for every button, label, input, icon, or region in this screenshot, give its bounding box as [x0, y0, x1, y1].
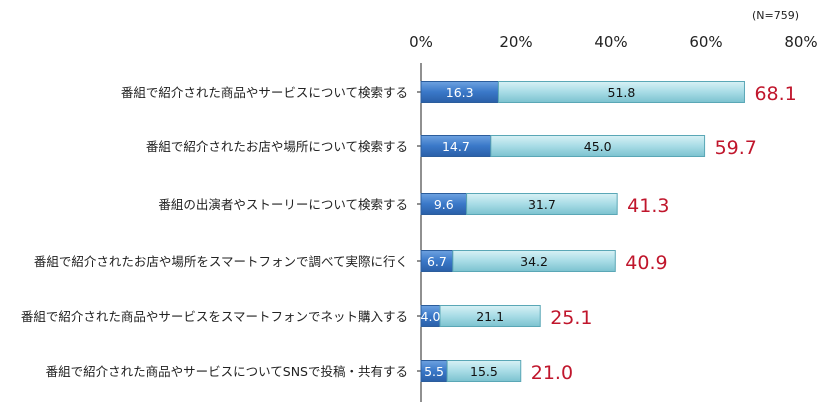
x-tick-label: 20%: [499, 33, 532, 51]
bar-total-label: 68.1: [754, 83, 796, 105]
bar-value-label: 6.7: [427, 254, 447, 269]
bar-total-label: 40.9: [625, 252, 667, 274]
bar-value-label: 16.3: [446, 85, 474, 100]
bar-total-label: 59.7: [715, 137, 757, 159]
x-tick-label: 0%: [409, 33, 433, 51]
bar-value-label: 9.6: [434, 197, 454, 212]
bar-value-label: 14.7: [442, 139, 470, 154]
bar-value-label: 5.5: [424, 364, 444, 379]
x-tick-label: 80%: [784, 33, 817, 51]
x-tick-label: 60%: [689, 33, 722, 51]
bar-value-label: 34.2: [520, 254, 548, 269]
bar-segment: [466, 193, 618, 215]
bar-value-label: 4.0: [421, 309, 441, 324]
category-label: 番組で紹介されたお店や場所をスマートフォンで調べて実際に行く: [34, 254, 408, 269]
category-label: 番組の出演者やストーリーについて検索する: [158, 197, 408, 212]
x-tick-label: 40%: [594, 33, 627, 51]
category-label: 番組で紹介された商品やサービスについて検索する: [121, 85, 408, 100]
bar-segment: [446, 360, 522, 382]
bar-value-label: 31.7: [528, 197, 556, 212]
category-label: 番組で紹介された商品やサービスをスマートフォンでネット購入する: [21, 309, 408, 324]
bar-segment: [452, 250, 616, 272]
sample-size-note: (N=759): [752, 9, 800, 22]
category-label: 番組で紹介された商品やサービスについてSNSで投稿・共有する: [46, 364, 408, 379]
bar-value-label: 45.0: [584, 139, 612, 154]
bar-value-label: 15.5: [470, 364, 498, 379]
bar-value-label: 21.1: [476, 309, 504, 324]
bar-total-label: 21.0: [531, 362, 573, 384]
bar-segment: [490, 135, 706, 157]
bar-segment: [497, 81, 745, 103]
category-label: 番組で紹介されたお店や場所について検索する: [146, 139, 408, 154]
bar-total-label: 25.1: [550, 307, 592, 329]
bar-total-label: 41.3: [627, 195, 669, 217]
bar-segment: [439, 305, 541, 327]
bar-value-label: 51.8: [608, 85, 636, 100]
